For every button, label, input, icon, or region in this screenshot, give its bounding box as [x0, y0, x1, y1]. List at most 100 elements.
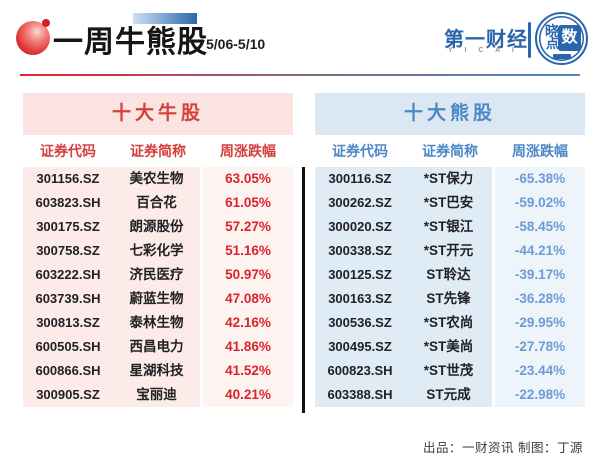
- bear-table-body: 300116.SZ *ST保力 -65.38% 300262.SZ *ST巴安 -59.0…: [315, 167, 585, 407]
- column-header-code: 证券代码: [332, 143, 388, 159]
- cell-name: ST先锋: [405, 287, 492, 311]
- cell-pct: 42.16%: [203, 311, 293, 335]
- cell-name: 蔚蓝生物: [113, 287, 200, 311]
- cell-code: 603388.SH: [315, 383, 405, 407]
- yicai-logo: 第一财经: [444, 29, 528, 51]
- table-row: 300175.SZ 朗源股份 57.27%: [23, 215, 293, 239]
- cell-name: 七彩化学: [113, 239, 200, 263]
- cell-name: *ST开元: [405, 239, 492, 263]
- cell-pct: 50.97%: [203, 263, 293, 287]
- cell-code: 603823.SH: [23, 191, 113, 215]
- table-row: 300020.SZ *ST银江 -58.45%: [315, 215, 585, 239]
- table-row: 603222.SH 济民医疗 50.97%: [23, 263, 293, 287]
- cell-code: 300905.SZ: [23, 383, 113, 407]
- table-row: 300262.SZ *ST巴安 -59.02%: [315, 191, 585, 215]
- table-row: 600866.SH 星湖科技 41.52%: [23, 359, 293, 383]
- yicai-logo-subtext: Y I C A I: [448, 47, 519, 54]
- cell-code: 600823.SH: [315, 359, 405, 383]
- cell-pct: 47.08%: [203, 287, 293, 311]
- cell-pct: -44.21%: [495, 239, 585, 263]
- gradient-divider: [20, 74, 580, 76]
- xiaoshudian-badge-icon: 晓 数 点: [535, 12, 588, 65]
- cell-name: *ST银江: [405, 215, 492, 239]
- bear-stocks-table: 十大熊股 证券代码 证券简称 周涨跌幅 300116.SZ *ST保力 -65.38…: [315, 93, 585, 407]
- cell-code: 300495.SZ: [315, 335, 405, 359]
- cell-pct: 40.21%: [203, 383, 293, 407]
- cell-pct: -29.95%: [495, 311, 585, 335]
- table-row: 300758.SZ 七彩化学 51.16%: [23, 239, 293, 263]
- bull-column-headers: 证券代码 证券简称 周涨跌幅: [23, 135, 293, 167]
- bear-column-headers: 证券代码 证券简称 周涨跌幅: [315, 135, 585, 167]
- cell-code: 300536.SZ: [315, 311, 405, 335]
- table-row: 300813.SZ 泰林生物 42.16%: [23, 311, 293, 335]
- sphere-dot-icon: [42, 19, 50, 27]
- bull-table-title: 十大牛股: [23, 93, 293, 135]
- column-header-change: 周涨跌幅: [512, 143, 568, 159]
- cell-name: 济民医疗: [113, 263, 200, 287]
- cell-pct: 51.16%: [203, 239, 293, 263]
- cell-pct: -22.98%: [495, 383, 585, 407]
- column-header-name: 证券简称: [130, 143, 186, 159]
- table-row: 300125.SZ ST聆达 -39.17%: [315, 263, 585, 287]
- cell-code: 300163.SZ: [315, 287, 405, 311]
- table-row: 300116.SZ *ST保力 -65.38%: [315, 167, 585, 191]
- table-row: 600505.SH 西昌电力 41.86%: [23, 335, 293, 359]
- cell-code: 600866.SH: [23, 359, 113, 383]
- table-row: 603739.SH 蔚蓝生物 47.08%: [23, 287, 293, 311]
- cell-code: 301156.SZ: [23, 167, 113, 191]
- cell-code: 300813.SZ: [23, 311, 113, 335]
- date-range: 5/06-5/10: [206, 36, 266, 52]
- bull-stocks-table: 十大牛股 证券代码 证券简称 周涨跌幅 301156.SZ 美农生物 63.05% 6…: [23, 93, 293, 407]
- bear-table-title: 十大熊股: [315, 93, 585, 135]
- cell-name: 美农生物: [113, 167, 200, 191]
- cell-code: 603739.SH: [23, 287, 113, 311]
- cell-name: *ST保力: [405, 167, 492, 191]
- table-row: 301156.SZ 美农生物 63.05%: [23, 167, 293, 191]
- cell-pct: 57.27%: [203, 215, 293, 239]
- bull-table-body: 301156.SZ 美农生物 63.05% 603823.SH 百合花 61.05% 300…: [23, 167, 293, 407]
- cell-pct: -65.38%: [495, 167, 585, 191]
- cell-name: ST聆达: [405, 263, 492, 287]
- title-highlight-bar: [133, 13, 197, 24]
- logo-separator: [528, 22, 531, 58]
- cell-code: 300125.SZ: [315, 263, 405, 287]
- cell-pct: -27.78%: [495, 335, 585, 359]
- badge-char-right: 数: [558, 25, 581, 51]
- table-row: 300495.SZ *ST美尚 -27.78%: [315, 335, 585, 359]
- column-header-change: 周涨跌幅: [220, 143, 276, 159]
- cell-code: 300175.SZ: [23, 215, 113, 239]
- table-row: 300905.SZ 宝丽迪 40.21%: [23, 383, 293, 407]
- cell-name: 百合花: [113, 191, 200, 215]
- cell-name: 西昌电力: [113, 335, 200, 359]
- cell-code: 300262.SZ: [315, 191, 405, 215]
- cell-code: 300116.SZ: [315, 167, 405, 191]
- badge-char-top: 晓: [545, 23, 559, 39]
- cell-name: *ST世茂: [405, 359, 492, 383]
- cell-code: 300758.SZ: [23, 239, 113, 263]
- cell-pct: 61.05%: [203, 191, 293, 215]
- cell-pct: -23.44%: [495, 359, 585, 383]
- cell-name: *ST巴安: [405, 191, 492, 215]
- page-title: 一周牛熊股: [53, 26, 208, 59]
- badge-char-bottom: 点: [546, 36, 560, 51]
- table-row: 603388.SH ST元成 -22.98%: [315, 383, 585, 407]
- cell-code: 300338.SZ: [315, 239, 405, 263]
- footer-credits: 出品：一财资讯 制图：丁源: [423, 441, 583, 455]
- cell-pct: 63.05%: [203, 167, 293, 191]
- column-header-name: 证券简称: [422, 143, 478, 159]
- cell-pct: -36.28%: [495, 287, 585, 311]
- cell-code: 600505.SH: [23, 335, 113, 359]
- cell-name: ST元成: [405, 383, 492, 407]
- cell-name: *ST美尚: [405, 335, 492, 359]
- table-row: 300536.SZ *ST农尚 -29.95%: [315, 311, 585, 335]
- cell-pct: -59.02%: [495, 191, 585, 215]
- cell-name: 朗源股份: [113, 215, 200, 239]
- table-row: 600823.SH *ST世茂 -23.44%: [315, 359, 585, 383]
- cell-code: 300020.SZ: [315, 215, 405, 239]
- tables-vertical-divider: [302, 167, 305, 413]
- cell-name: 泰林生物: [113, 311, 200, 335]
- table-row: 603823.SH 百合花 61.05%: [23, 191, 293, 215]
- table-row: 300163.SZ ST先锋 -36.28%: [315, 287, 585, 311]
- cell-pct: 41.86%: [203, 335, 293, 359]
